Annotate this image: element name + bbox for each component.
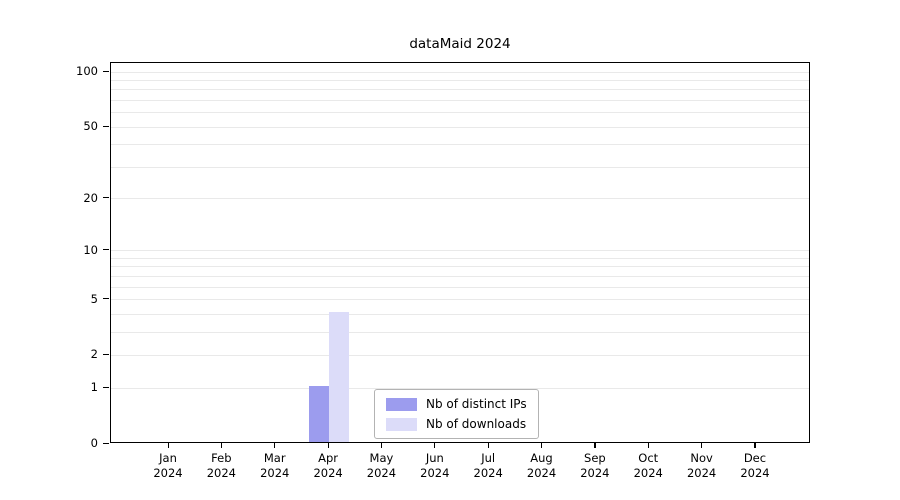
x-tick-mark <box>380 443 383 448</box>
x-tick-mark <box>274 443 276 448</box>
gridline <box>111 198 809 200</box>
x-tick-mark <box>434 443 436 448</box>
y-tick-label: 5 <box>90 291 98 306</box>
legend-swatch-distinct-ips <box>386 397 417 411</box>
y-tick-mark <box>103 197 109 199</box>
x-tick-mark <box>541 443 543 448</box>
legend-item-downloads: Nb of downloads <box>386 417 527 431</box>
x-tick-label: Jun 2024 <box>420 451 450 480</box>
gridline <box>111 286 809 288</box>
y-tick-label: 2 <box>90 347 98 362</box>
x-tick-label: Mar 2024 <box>260 451 290 480</box>
y-axis: 0 1 2 5 10 20 50 100 <box>0 62 110 450</box>
x-tick-mark <box>754 443 756 448</box>
x-tick-label: Apr 2024 <box>313 451 343 480</box>
gridline <box>111 257 809 259</box>
legend-swatch-downloads <box>386 417 417 431</box>
legend-label-downloads: Nb of downloads <box>426 417 527 431</box>
bar-nb-of-downloads <box>329 312 350 442</box>
gridline <box>111 266 809 268</box>
x-tick-mark <box>220 443 223 448</box>
gridline <box>111 299 809 301</box>
y-tick-mark <box>103 298 109 300</box>
gridline <box>111 331 809 333</box>
gridlines <box>111 63 809 442</box>
gridline <box>111 89 809 91</box>
y-tick-label: 1 <box>90 380 98 395</box>
legend-label-distinct-ips: Nb of distinct IPs <box>426 397 527 411</box>
gridline <box>111 275 809 277</box>
gridline <box>111 313 809 315</box>
x-tick-label: Oct 2024 <box>633 451 663 480</box>
y-tick-mark <box>103 442 109 444</box>
x-axis: Jan 2024 Feb 2024 Mar 2024 Apr 2024 May 2024 Jun 20… <box>110 443 810 493</box>
bar-nb-of-distinct-ips <box>309 386 330 442</box>
legend-item-distinct-ips: Nb of distinct IPs <box>386 397 527 411</box>
y-tick-label: 10 <box>83 242 98 257</box>
x-tick-label: Dec 2024 <box>740 451 770 480</box>
legend: Nb of distinct IPs Nb of downloads <box>374 389 539 439</box>
x-tick-label: Jan 2024 <box>153 451 183 480</box>
gridline <box>111 354 809 356</box>
y-tick-label: 20 <box>83 190 98 205</box>
x-tick-label: Feb 2024 <box>206 451 236 480</box>
gridline <box>111 126 809 128</box>
y-tick-label: 50 <box>83 119 98 134</box>
y-tick-label: 0 <box>90 436 98 450</box>
x-tick-label: Jul 2024 <box>473 451 503 480</box>
x-tick-label: May 2024 <box>366 451 397 480</box>
bars <box>111 63 809 442</box>
gridline <box>111 71 809 73</box>
x-tick-mark <box>487 443 489 448</box>
gridline <box>111 99 809 101</box>
gridline <box>111 250 809 252</box>
x-tick-label: Sep 2024 <box>580 451 610 480</box>
gridline <box>111 79 809 81</box>
x-tick-mark <box>701 443 703 448</box>
y-tick-mark <box>103 386 109 388</box>
gridline <box>111 144 809 146</box>
gridline <box>111 166 809 168</box>
y-tick-mark <box>103 70 109 72</box>
y-tick-label: 100 <box>76 64 98 79</box>
x-tick-mark <box>647 443 649 448</box>
x-tick-mark <box>594 443 596 448</box>
x-tick-label: Aug 2024 <box>526 451 557 480</box>
x-tick-mark <box>167 443 169 448</box>
plot-area <box>110 62 810 443</box>
y-tick-mark <box>103 125 109 127</box>
chart-title: dataMaid 2024 <box>409 36 511 52</box>
gridline <box>111 387 809 389</box>
x-tick-mark <box>327 443 329 448</box>
y-tick-mark <box>103 249 109 251</box>
gridline <box>111 112 809 114</box>
x-tick-label: Nov 2024 <box>686 451 717 480</box>
y-tick-mark <box>103 353 109 356</box>
